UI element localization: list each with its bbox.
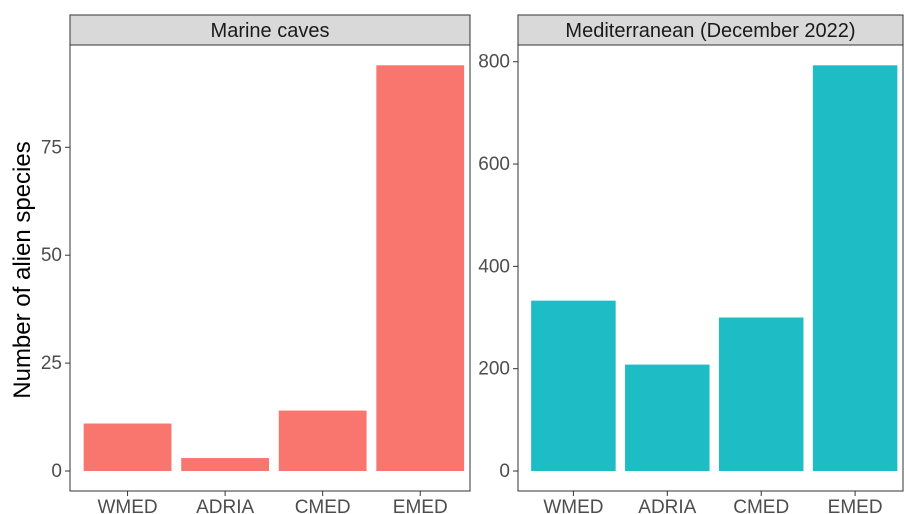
bar-emed	[812, 65, 898, 472]
y-tick-label: 0	[51, 461, 62, 482]
y-tick-label: 800	[478, 52, 510, 73]
bar-cmed	[718, 317, 804, 471]
x-tick-label: WMED	[97, 497, 157, 514]
y-tick-label: 0	[499, 461, 510, 482]
bar-wmed	[531, 300, 616, 471]
panel-1: Marine caves WMED ADRIA CMED EMED 0 25 50 75	[41, 14, 471, 514]
facet-strip-label: Mediterranean (December 2022)	[565, 20, 855, 42]
y-tick-label: 50	[41, 245, 62, 266]
bar-wmed	[83, 423, 172, 471]
x-tick-label: CMED	[295, 497, 351, 514]
panel-border	[69, 44, 471, 492]
x-tick-label: ADRIA	[196, 497, 254, 514]
bar-adria	[625, 364, 710, 471]
x-tick-label: CMED	[733, 497, 789, 514]
panel-border	[517, 44, 904, 492]
y-tick-label: 75	[41, 137, 62, 158]
y-tick-label: 25	[41, 353, 62, 374]
panel-2: Mediterranean (December 2022) WMED ADRIA CM…	[478, 14, 904, 514]
bar-cmed	[278, 410, 367, 471]
facet-strip	[69, 14, 471, 46]
y-tick-label: 400	[478, 256, 510, 277]
x-tick-label: EMED	[828, 497, 883, 514]
bar-adria	[181, 458, 270, 471]
facet-strip	[517, 14, 904, 46]
y-axis-title: Number of alien species	[9, 141, 36, 398]
x-tick-label: ADRIA	[638, 497, 696, 514]
facet-strip-label: Marine caves	[211, 20, 330, 42]
x-tick-label: EMED	[393, 497, 448, 514]
x-tick-label: WMED	[543, 497, 603, 514]
bar-emed	[376, 65, 465, 472]
y-tick-label: 600	[478, 154, 510, 175]
y-tick-label: 200	[478, 359, 510, 380]
